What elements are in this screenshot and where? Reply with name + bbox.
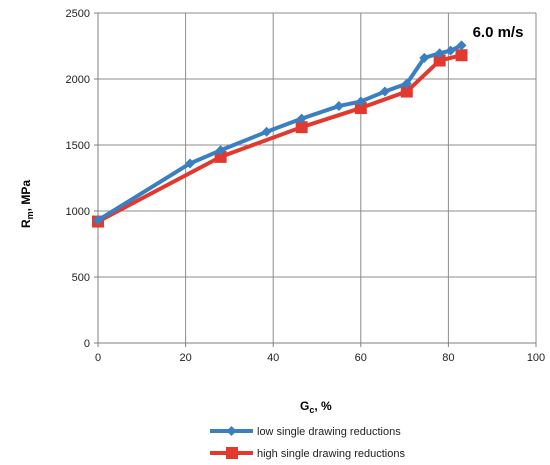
data-point-low [419, 52, 430, 63]
x-axis-label-sub: c [309, 405, 314, 415]
data-point-low [456, 40, 467, 51]
x-tick-label: 60 [355, 352, 367, 364]
y-axis-label-main: R [19, 219, 33, 228]
x-tick-label: 80 [442, 352, 454, 364]
gridlines [97, 12, 537, 344]
data-point-high [295, 121, 308, 134]
data-point-high [214, 150, 227, 163]
data-point-low [355, 96, 366, 107]
y-tick-label: 500 [72, 272, 90, 284]
x-tick-label: 100 [527, 352, 545, 364]
y-tick-label: 1500 [66, 140, 90, 152]
speed-annotation: 6.0 m/s [473, 24, 524, 41]
y-tick-label: 2500 [66, 8, 90, 20]
tick-labels: 0 500 1000 1500 2000 2500 0 20 40 60 80 100 [66, 8, 546, 364]
x-tick-label: 40 [267, 352, 279, 364]
x-axis-label: Gc, % [300, 399, 332, 415]
data-point-high [354, 102, 367, 115]
y-axis-label-sub: m [25, 211, 35, 219]
legend-label-low: low single drawing reductions [257, 426, 401, 438]
x-tick-label: 20 [179, 352, 191, 364]
data-point-low [333, 101, 344, 112]
x-axis-label-suffix: , % [314, 399, 332, 413]
data-point-low [215, 145, 226, 156]
data-point-low [296, 113, 307, 124]
data-point-low [445, 45, 456, 56]
data-point-low [261, 126, 272, 137]
legend: low single drawing reductions high singl… [210, 426, 405, 460]
data-point-low [434, 48, 445, 59]
legend-item-low: low single drawing reductions [210, 426, 401, 438]
data-point-low [184, 158, 195, 169]
data-point-high [400, 85, 413, 98]
axes [94, 12, 537, 347]
x-tick-label: 0 [95, 352, 101, 364]
legend-marker-low [226, 426, 237, 436]
legend-label-high: high single drawing reductions [257, 448, 405, 460]
data-point-high [455, 49, 468, 62]
data-point-low [379, 86, 390, 97]
y-tick-label: 0 [84, 338, 90, 350]
data-point-high [433, 54, 446, 67]
data-point-low [93, 215, 103, 226]
data-point-low [401, 78, 412, 89]
y-tick-label: 1000 [66, 206, 90, 218]
series-group [92, 40, 468, 228]
y-tick-label: 2000 [66, 74, 90, 86]
y-axis-label: Rm, MPa [19, 180, 35, 228]
legend-marker-high [226, 447, 238, 459]
x-axis-label-main: G [300, 399, 309, 413]
y-axis-label-suffix: , MPa [19, 180, 33, 212]
legend-item-high: high single drawing reductions [210, 447, 405, 460]
